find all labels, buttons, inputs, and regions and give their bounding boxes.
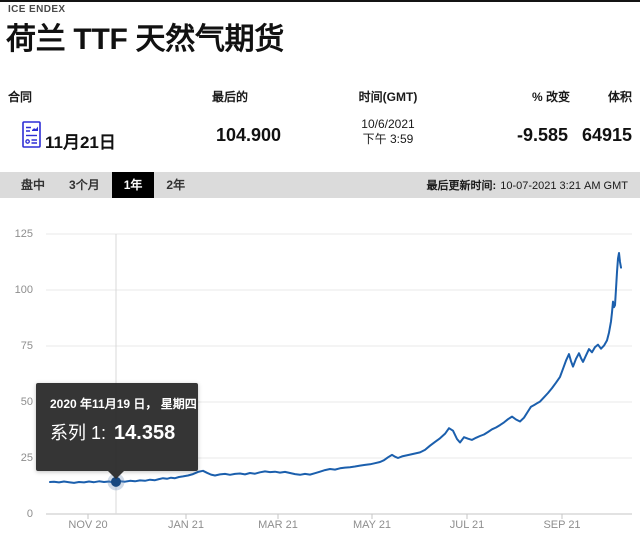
x-tick-label: JUL 21 <box>449 519 485 531</box>
column-header-time: 时间(GMT) <box>358 90 418 104</box>
tab-2-year[interactable]: 2年 <box>154 172 197 198</box>
last-updated-label: 最后更新时间: <box>426 180 497 192</box>
y-tick-label: 75 <box>20 340 33 352</box>
column-header-pct-change: % 改变 <box>531 90 570 104</box>
quote-date: 10/6/2021 <box>361 117 415 131</box>
tooltip-series-label: 系列 1: <box>50 423 107 443</box>
tooltip-value: 14.358 <box>114 422 176 444</box>
x-tick-label: MAR 21 <box>258 519 298 531</box>
x-tick-label: NOV 20 <box>68 519 108 531</box>
pct-change-value: -9.585 <box>516 125 568 145</box>
y-tick-label: 125 <box>14 228 33 240</box>
last-updated: 最后更新时间: 10-07-2021 3:21 AM GMT <box>427 177 628 193</box>
last-price: 104.900 <box>216 125 282 145</box>
column-header-contract: 合同 <box>8 90 33 104</box>
contract-document-icon <box>22 121 41 148</box>
tooltip-date: 2020 年11月19 日， 星期四 <box>50 397 197 411</box>
exchange-label: ICE ENDEX <box>8 4 66 15</box>
tab-3-month[interactable]: 3个月 <box>57 172 112 198</box>
tab-1-year[interactable]: 1年 <box>111 172 155 198</box>
top-border <box>0 0 640 2</box>
page-title: 荷兰 TTF 天然气期货 <box>6 23 285 56</box>
x-tick-label: JAN 21 <box>167 519 205 531</box>
price-chart: 125 100 75 50 25 0 NOV 20 JAN 21 MAR 21 MAY 21 JUL… <box>0 207 640 542</box>
hover-point <box>111 476 121 487</box>
x-tick-label: MAY 21 <box>352 519 392 531</box>
range-tabbar: 盘中 3个月 1年 2年 最后更新时间: 10-07-2021 3:21 AM G… <box>0 172 640 198</box>
tooltip-series-row: 系列 1: 14.358 <box>50 419 186 445</box>
contract-name[interactable]: 11月21日 <box>45 133 116 152</box>
last-updated-value: 10-07-2021 3:21 AM GMT <box>500 180 628 192</box>
y-tick-label: 100 <box>14 284 33 296</box>
y-tick-label: 0 <box>26 508 33 520</box>
column-header-last: 最后的 <box>212 90 249 104</box>
volume-value: 64915 <box>581 125 632 145</box>
column-header-volume: 体积 <box>607 90 632 104</box>
quote-clock: 下午 3:59 <box>362 132 414 146</box>
price-chart-canvas[interactable] <box>0 207 640 542</box>
tab-intraday[interactable]: 盘中 <box>9 172 57 198</box>
price-line <box>49 252 622 484</box>
x-tick-label: SEP 21 <box>543 519 581 531</box>
y-tick-label: 50 <box>20 396 33 408</box>
y-tick-label: 25 <box>20 452 33 464</box>
quote-time: 10/6/2021 下午 3:59 <box>330 117 446 147</box>
chart-tooltip: 2020 年11月19 日， 星期四 系列 1: 14.358 <box>36 383 198 479</box>
